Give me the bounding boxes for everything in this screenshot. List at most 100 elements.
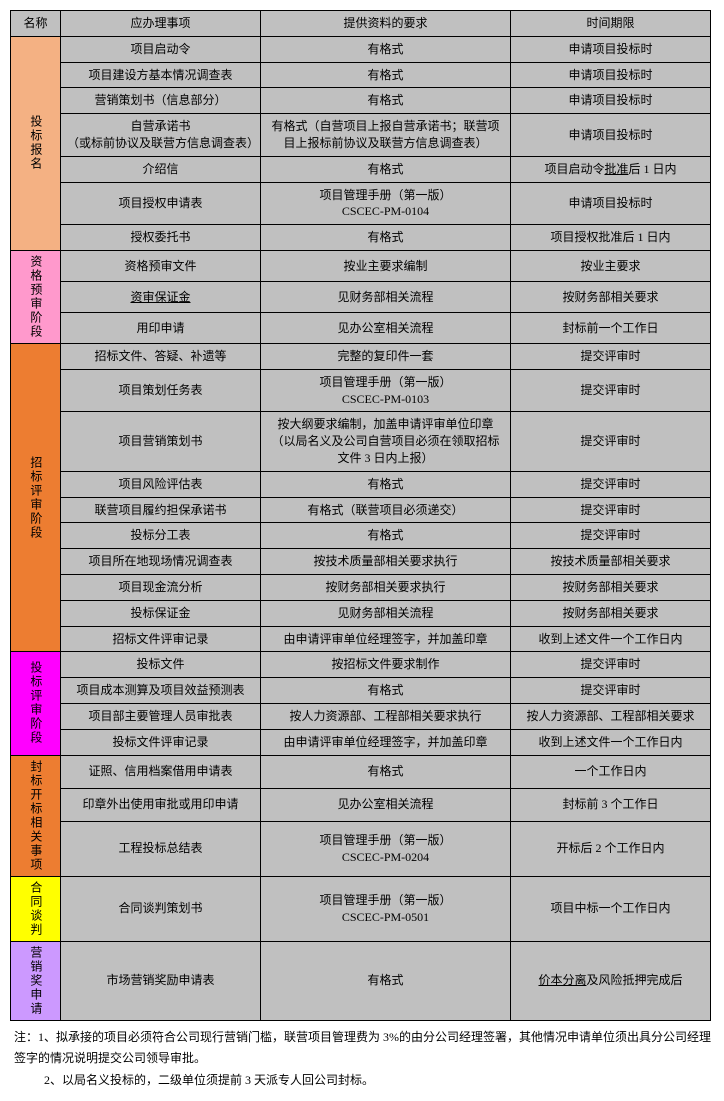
- note-2: 2、以局名义投标的，二级单位须提前 3 天派专人回公司封标。: [14, 1070, 714, 1092]
- cell-time: 提交评审时: [511, 523, 711, 549]
- cell-time: 申请项目投标时: [511, 182, 711, 225]
- cell-item: 招标文件评审记录: [61, 626, 261, 652]
- stage-label: 招标评审阶段: [11, 343, 61, 651]
- cell-item: 市场营销奖励申请表: [61, 941, 261, 1020]
- cell-item: 项目建设方基本情况调查表: [61, 62, 261, 88]
- cell-time: 一个工作日内: [511, 755, 711, 788]
- stage-label: 营销奖申请: [11, 941, 61, 1020]
- cell-item: 项目风险评估表: [61, 471, 261, 497]
- header-time: 时间期限: [511, 11, 711, 37]
- cell-req: 由申请评审单位经理签字，并加盖印章: [261, 729, 511, 755]
- table-row: 印章外出使用审批或用印申请见办公室相关流程封标前 3 个工作日: [11, 788, 711, 821]
- cell-item: 联营项目履约担保承诺书: [61, 497, 261, 523]
- table-row: 联营项目履约担保承诺书有格式（联营项目必须递交）提交评审时: [11, 497, 711, 523]
- cell-item: 资格预审文件: [61, 250, 261, 281]
- cell-time: 按人力资源部、工程部相关要求: [511, 703, 711, 729]
- stage-label: 合同谈判: [11, 876, 61, 941]
- cell-time: 封标前一个工作日: [511, 312, 711, 343]
- cell-time: 价本分离及风险抵押完成后: [511, 941, 711, 1020]
- table-row: 招标评审阶段招标文件、答疑、补遗等完整的复印件一套提交评审时: [11, 343, 711, 369]
- cell-time: 提交评审时: [511, 678, 711, 704]
- cell-time: 开标后 2 个工作日内: [511, 821, 711, 876]
- cell-req: 项目管理手册（第一版）CSCEC-PM-0204: [261, 821, 511, 876]
- cell-item: 用印申请: [61, 312, 261, 343]
- cell-req: 有格式: [261, 471, 511, 497]
- cell-time: 收到上述文件一个工作日内: [511, 729, 711, 755]
- cell-req: 见财务部相关流程: [261, 281, 511, 312]
- stage-label: 资格预审阶段: [11, 250, 61, 343]
- cell-item: 项目策划任务表: [61, 369, 261, 412]
- stage-label: 投标报名: [11, 36, 61, 250]
- cell-item: 投标分工表: [61, 523, 261, 549]
- header-req: 提供资料的要求: [261, 11, 511, 37]
- cell-item: 资审保证金: [61, 281, 261, 312]
- table-row: 投标报名项目启动令有格式申请项目投标时: [11, 36, 711, 62]
- cell-time: 项目授权批准后 1 日内: [511, 225, 711, 251]
- cell-time: 封标前 3 个工作日: [511, 788, 711, 821]
- cell-item: 投标文件评审记录: [61, 729, 261, 755]
- table-row: 项目现金流分析按财务部相关要求执行按财务部相关要求: [11, 574, 711, 600]
- cell-req: 按财务部相关要求执行: [261, 574, 511, 600]
- cell-time: 项目启动令批准后 1 日内: [511, 156, 711, 182]
- cell-req: 见办公室相关流程: [261, 312, 511, 343]
- cell-item: 项目部主要管理人员审批表: [61, 703, 261, 729]
- table-row: 项目策划任务表项目管理手册（第一版）CSCEC-PM-0103提交评审时: [11, 369, 711, 412]
- table-row: 封标开标相关事项证照、信用档案借用申请表有格式一个工作日内: [11, 755, 711, 788]
- table-row: 介绍信有格式项目启动令批准后 1 日内: [11, 156, 711, 182]
- table-row: 项目风险评估表有格式提交评审时: [11, 471, 711, 497]
- cell-time: 按技术质量部相关要求: [511, 549, 711, 575]
- table-row: 投标评审阶段投标文件按招标文件要求制作提交评审时: [11, 652, 711, 678]
- cell-req: 有格式: [261, 941, 511, 1020]
- cell-time: 申请项目投标时: [511, 114, 711, 157]
- header-row: 名称 应办理事项 提供资料的要求 时间期限: [11, 11, 711, 37]
- cell-req: 项目管理手册（第一版）CSCEC-PM-0501: [261, 876, 511, 941]
- cell-item: 工程投标总结表: [61, 821, 261, 876]
- cell-req: 有格式: [261, 225, 511, 251]
- cell-req: 按招标文件要求制作: [261, 652, 511, 678]
- table-body: 投标报名项目启动令有格式申请项目投标时项目建设方基本情况调查表有格式申请项目投标…: [11, 36, 711, 1020]
- cell-time: 提交评审时: [511, 471, 711, 497]
- header-name: 名称: [11, 11, 61, 37]
- cell-req: 有格式: [261, 678, 511, 704]
- cell-time: 申请项目投标时: [511, 36, 711, 62]
- cell-req: 按人力资源部、工程部相关要求执行: [261, 703, 511, 729]
- table-row: 项目成本测算及项目效益预测表有格式提交评审时: [11, 678, 711, 704]
- cell-item: 项目启动令: [61, 36, 261, 62]
- cell-req: 有格式（联营项目必须递交）: [261, 497, 511, 523]
- cell-item: 印章外出使用审批或用印申请: [61, 788, 261, 821]
- cell-item: 项目现金流分析: [61, 574, 261, 600]
- cell-req: 有格式（自营项目上报自营承诺书；联营项目上报标前协议及联营方信息调查表）: [261, 114, 511, 157]
- cell-req: 由申请评审单位经理签字，并加盖印章: [261, 626, 511, 652]
- cell-time: 收到上述文件一个工作日内: [511, 626, 711, 652]
- cell-req: 项目管理手册（第一版）CSCEC-PM-0104: [261, 182, 511, 225]
- cell-req: 有格式: [261, 88, 511, 114]
- table-row: 合同谈判合同谈判策划书项目管理手册（第一版）CSCEC-PM-0501项目中标一…: [11, 876, 711, 941]
- cell-time: 提交评审时: [511, 412, 711, 471]
- cell-item: 项目成本测算及项目效益预测表: [61, 678, 261, 704]
- footnotes: 注：1、拟承接的项目必须符合公司现行营销门槛，联营项目管理费为 3%的由分公司经…: [10, 1021, 718, 1092]
- table-row: 投标保证金见财务部相关流程按财务部相关要求: [11, 600, 711, 626]
- cell-item: 介绍信: [61, 156, 261, 182]
- cell-time: 按财务部相关要求: [511, 281, 711, 312]
- cell-item: 项目营销策划书: [61, 412, 261, 471]
- table-row: 授权委托书有格式项目授权批准后 1 日内: [11, 225, 711, 251]
- table-row: 营销策划书（信息部分）有格式申请项目投标时: [11, 88, 711, 114]
- cell-item: 项目授权申请表: [61, 182, 261, 225]
- cell-time: 按财务部相关要求: [511, 574, 711, 600]
- table-row: 项目所在地现场情况调查表按技术质量部相关要求执行按技术质量部相关要求: [11, 549, 711, 575]
- cell-req: 按大纲要求编制，加盖申请评审单位印章（以局名义及公司自营项目必须在领取招标文件 …: [261, 412, 511, 471]
- cell-item: 自营承诺书（或标前协议及联营方信息调查表）: [61, 114, 261, 157]
- cell-req: 有格式: [261, 523, 511, 549]
- cell-req: 有格式: [261, 755, 511, 788]
- table-row: 项目部主要管理人员审批表按人力资源部、工程部相关要求执行按人力资源部、工程部相关…: [11, 703, 711, 729]
- process-table: 名称 应办理事项 提供资料的要求 时间期限 投标报名项目启动令有格式申请项目投标…: [10, 10, 711, 1021]
- cell-item: 合同谈判策划书: [61, 876, 261, 941]
- cell-req: 见财务部相关流程: [261, 600, 511, 626]
- cell-time: 项目中标一个工作日内: [511, 876, 711, 941]
- cell-time: 申请项目投标时: [511, 88, 711, 114]
- stage-label: 封标开标相关事项: [11, 755, 61, 876]
- table-row: 工程投标总结表项目管理手册（第一版）CSCEC-PM-0204开标后 2 个工作…: [11, 821, 711, 876]
- cell-req: 按技术质量部相关要求执行: [261, 549, 511, 575]
- cell-item: 营销策划书（信息部分）: [61, 88, 261, 114]
- cell-req: 项目管理手册（第一版）CSCEC-PM-0103: [261, 369, 511, 412]
